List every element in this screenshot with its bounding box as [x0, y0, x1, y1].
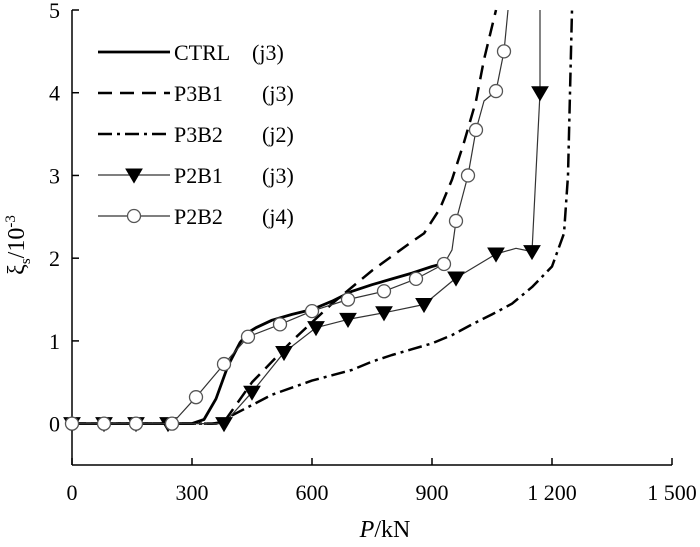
x-axis-title-unit: /kN [374, 517, 410, 543]
series-point [496, 44, 512, 59]
series-point [164, 416, 180, 431]
series-point [304, 303, 320, 319]
series-point [128, 416, 144, 431]
series-point [448, 213, 464, 229]
svg-text:P/kN: P/kN [359, 517, 411, 543]
y-axis-title-unit: /10 [4, 228, 30, 259]
series-point [243, 385, 261, 401]
x-tick-label: 600 [296, 480, 329, 505]
series-point [340, 292, 356, 307]
series-point [375, 306, 393, 322]
legend-marker [126, 208, 142, 224]
series-point [436, 256, 452, 272]
series-line [72, 260, 449, 425]
y-axis-title-subscript: s [18, 258, 34, 264]
series-point [447, 271, 465, 287]
series-layer [63, 9, 574, 433]
x-tick-label: 0 [67, 480, 78, 505]
legend-item: CTRL (j3) [98, 40, 284, 65]
legend: CTRL (j3) P3B1 (j3) P3B2 (j2) P2B1 (j3) P2B2 (j4) [98, 40, 294, 229]
legend-marker [125, 168, 143, 184]
legend-item: P2B2 (j4) [98, 204, 294, 229]
y-ticks: 0 1 2 3 4 5 [49, 0, 79, 437]
series-point [240, 329, 256, 344]
series-point [408, 271, 424, 287]
series-point [96, 416, 112, 431]
series-p2b2 [64, 9, 512, 431]
series-p3b1 [72, 9, 498, 425]
series-ctrl [72, 260, 449, 425]
x-tick-label: 900 [416, 480, 449, 505]
legend-joint: (j4) [262, 204, 294, 229]
series-line [72, 10, 541, 425]
legend-joint: (j3) [252, 40, 284, 65]
x-ticks: 0 300 600 900 1 200 1 500 [67, 458, 697, 505]
y-tick-label: 4 [49, 81, 60, 106]
series-line [72, 9, 498, 425]
series-point [307, 321, 325, 337]
series-p3b2 [72, 9, 574, 425]
y-tick-label: 2 [49, 246, 60, 271]
legend-item: P3B1 (j3) [98, 81, 294, 106]
series-point [523, 245, 541, 261]
legend-joint: (j3) [262, 81, 294, 106]
series-point [488, 83, 504, 99]
y-tick-label: 0 [49, 412, 60, 437]
legend-item: P3B2 (j2) [98, 122, 294, 147]
series-point [376, 284, 392, 299]
series-point [468, 122, 484, 138]
x-tick-label: 1 200 [527, 480, 577, 505]
series-point [275, 345, 293, 362]
y-tick-label: 3 [49, 163, 60, 188]
y-tick-label: 1 [49, 329, 60, 354]
y-axis-title: ξs/10-3 [3, 215, 34, 275]
series-point [531, 86, 549, 102]
plot-area: 0 1 2 3 4 5 0 300 600 900 1 200 1 500 [49, 0, 697, 505]
legend-item: P2B1 (j3) [98, 163, 294, 188]
series-point [216, 356, 232, 372]
legend-label: P3B2 [174, 122, 223, 147]
series-point [188, 390, 204, 405]
series-line [72, 9, 574, 425]
series-point [272, 317, 288, 332]
legend-label: P2B1 [174, 163, 223, 188]
x-axis-title-italic: P [359, 517, 375, 543]
legend-label: P2B2 [174, 204, 223, 229]
series-point [487, 247, 505, 263]
legend-joint: (j2) [262, 122, 294, 147]
series-point [64, 416, 80, 431]
x-tick-label: 300 [176, 480, 209, 505]
y-tick-label: 5 [49, 0, 60, 23]
x-axis-title: P/kN [359, 517, 411, 543]
svg-text:ξs/10-3: ξs/10-3 [3, 215, 34, 275]
legend-joint: (j3) [262, 163, 294, 188]
x-tick-label: 1 500 [647, 480, 697, 505]
series-point [339, 312, 357, 328]
y-axis-title-symbol: ξ [4, 264, 30, 275]
series-point [460, 168, 476, 183]
legend-label: CTRL [174, 40, 230, 65]
series-point [415, 298, 433, 314]
series-point [215, 417, 233, 433]
y-axis-title-superscript: -3 [3, 215, 19, 228]
legend-label: P3B1 [174, 81, 223, 106]
